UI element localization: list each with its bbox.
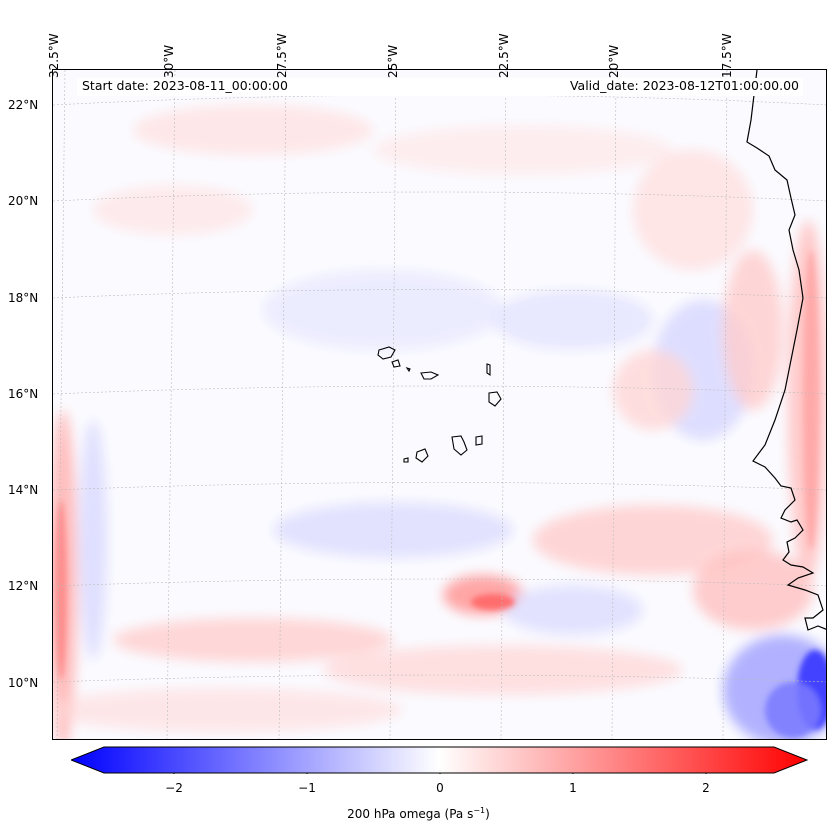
lat-label-22n: 22°N <box>8 98 39 112</box>
colorbar <box>71 746 808 774</box>
africa-coastline <box>746 70 826 631</box>
lat-label-20n: 20°N <box>8 194 39 208</box>
colorbar-tick-minus1: −1 <box>298 781 316 795</box>
colorbar-tick-marks <box>173 773 707 774</box>
colorbar-tick-1: 1 <box>569 781 577 795</box>
omega-strong-cores <box>55 250 826 738</box>
colorbar-label: 200 hPa omega (Pa s−1) <box>347 806 490 821</box>
graticule <box>53 70 826 739</box>
lon-label-32-5w: 32.5°W <box>47 33 61 78</box>
colorbar-tick-2: 2 <box>702 781 710 795</box>
lat-label-18n: 18°N <box>8 291 39 305</box>
lat-label-16n: 16°N <box>8 387 39 401</box>
lon-label-20w: 20°W <box>607 44 621 78</box>
lon-label-17-5w: 17.5°W <box>720 33 734 78</box>
cape-verde-islands <box>377 346 502 463</box>
start-date-label: Start date: 2023-08-11_00:00:00 <box>80 78 290 93</box>
colorbar-tick-0: 0 <box>436 781 444 795</box>
valid-date-label: Valid_date: 2023-08-12T01:00:00.00 <box>567 78 801 93</box>
map-panel: Start date: 2023-08-11_00:00:00 Valid_da… <box>52 69 827 740</box>
lat-label-12n: 12°N <box>8 579 39 593</box>
colorbar-gradient <box>71 746 808 774</box>
lat-label-10n: 10°N <box>8 676 39 690</box>
lon-label-27-5w: 27.5°W <box>275 33 289 78</box>
lon-label-22-5w: 22.5°W <box>497 33 511 78</box>
lon-label-25w: 25°W <box>386 44 400 78</box>
omega-shading <box>53 105 826 739</box>
colorbar-tick-minus2: −2 <box>165 781 183 795</box>
lon-label-30w: 30°W <box>162 44 176 78</box>
omega-field-map <box>53 70 826 739</box>
lat-label-14n: 14°N <box>8 483 39 497</box>
